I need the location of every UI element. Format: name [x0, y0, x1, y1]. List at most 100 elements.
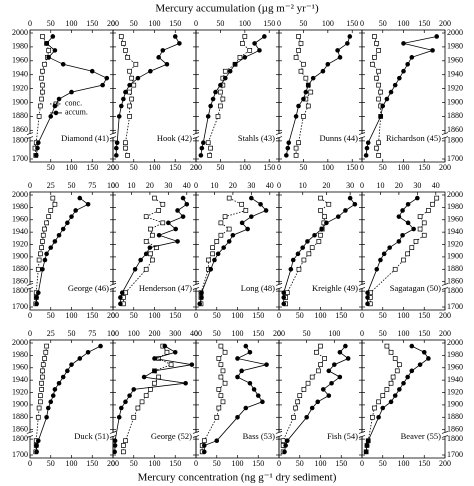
conc-point — [143, 393, 149, 398]
accum-point — [285, 145, 291, 151]
accum-point — [286, 140, 292, 145]
conc-point — [326, 201, 332, 207]
conc-point — [40, 239, 45, 244]
accum-point — [198, 153, 204, 158]
conc-point — [417, 226, 423, 232]
y-tick-label: 1960 — [12, 363, 28, 372]
panel-title: Diamond (41) — [61, 133, 109, 143]
accum-point — [215, 251, 221, 257]
conc-point — [306, 251, 312, 257]
conc-tick-label: 100 — [239, 163, 251, 172]
axis-break-gap — [276, 284, 282, 289]
accum-point — [387, 245, 392, 250]
accum-point — [98, 343, 103, 349]
conc-point — [123, 48, 128, 53]
accum-point — [388, 399, 394, 405]
accum-point — [303, 89, 309, 95]
y-tick-label: 1960 — [12, 56, 28, 65]
accum-point — [60, 226, 66, 232]
accum-point — [239, 220, 245, 226]
accum-point — [127, 82, 132, 88]
accum-point — [411, 226, 416, 232]
conc-point — [376, 153, 381, 158]
conc-tick-label: 50 — [213, 459, 221, 468]
accum-point — [352, 201, 358, 207]
conc-point — [388, 349, 394, 355]
conc-point — [374, 75, 379, 81]
accum-point — [152, 356, 157, 361]
accum-tick-label: 100 — [149, 19, 161, 28]
accum-tick-label: 100 — [107, 329, 119, 338]
accum-tick-label: 10 — [376, 181, 384, 190]
y-tick-label: 1700 — [12, 450, 28, 459]
accum-point — [235, 374, 240, 380]
accum-point — [112, 449, 117, 455]
conc-point — [370, 414, 375, 420]
accum-tick-label: 30 — [247, 181, 255, 190]
conc-point — [434, 195, 440, 201]
y-tick-label: 1960 — [447, 56, 463, 65]
accum-point — [65, 220, 70, 226]
accum-point — [127, 393, 132, 398]
y-tick-label: 1860 — [12, 425, 28, 434]
conc-tick-label: 100 — [149, 311, 161, 320]
axis-break — [358, 431, 366, 434]
conc-point — [218, 103, 223, 109]
accum-point — [405, 220, 411, 226]
y-tick-label: 1880 — [12, 264, 28, 273]
accum-point — [381, 251, 387, 257]
conc-point — [298, 41, 304, 46]
conc-point — [309, 245, 315, 250]
conc-point — [127, 68, 132, 74]
accum-point — [262, 34, 267, 39]
accum-point — [230, 232, 236, 238]
accum-tick-label: 150 — [252, 329, 264, 338]
axis-break — [358, 287, 366, 290]
conc-point — [154, 245, 159, 250]
accum-point — [396, 214, 402, 219]
conc-tick-label: 50 — [47, 311, 55, 320]
accum-point — [156, 232, 162, 238]
conc-point — [409, 245, 415, 250]
accum-point — [222, 75, 228, 81]
y-tick-label: 1860 — [12, 125, 28, 134]
conc-point — [222, 349, 228, 355]
conc-point — [52, 201, 58, 207]
conc-tick-label: 150 — [86, 163, 98, 172]
accum-point — [36, 140, 41, 145]
conc-tick-label: 0 — [111, 163, 115, 172]
accum-tick-label: 50 — [299, 19, 307, 28]
axis-break — [26, 132, 34, 135]
accum-point — [184, 201, 190, 207]
conc-tick-label: 200 — [107, 311, 119, 320]
y-tick-label: 1880 — [447, 264, 463, 273]
accum-tick-label: 20 — [322, 181, 330, 190]
accum-point — [285, 438, 290, 444]
accum-point — [114, 145, 119, 151]
conc-point — [239, 201, 244, 207]
panel-title: Kreighle (49) — [312, 283, 358, 293]
conc-tick-label: 150 — [418, 163, 430, 172]
accum-point — [392, 82, 398, 88]
conc-point — [298, 68, 304, 74]
accum-point — [243, 405, 249, 411]
accum-point — [284, 153, 289, 158]
conc-point — [143, 239, 149, 244]
axis-break — [26, 283, 34, 286]
panel-title: Hook (42) — [157, 133, 192, 143]
conc-point — [42, 61, 47, 67]
conc-tick-label: 50 — [379, 311, 387, 320]
conc-point — [296, 140, 301, 146]
accum-tick-label: 75 — [88, 329, 96, 338]
conc-point — [372, 405, 377, 411]
accum-point — [430, 48, 435, 53]
conc-point — [318, 232, 323, 238]
accum-point — [255, 393, 261, 398]
y-tick-label: 2000 — [447, 190, 463, 199]
accum-tick-label: 300 — [169, 329, 181, 338]
conc-point — [388, 380, 394, 386]
conc-point — [214, 239, 220, 244]
accum-tick-label: 100 — [232, 329, 244, 338]
accum-tick-label: 400 — [190, 329, 202, 338]
accum-point — [326, 393, 332, 398]
